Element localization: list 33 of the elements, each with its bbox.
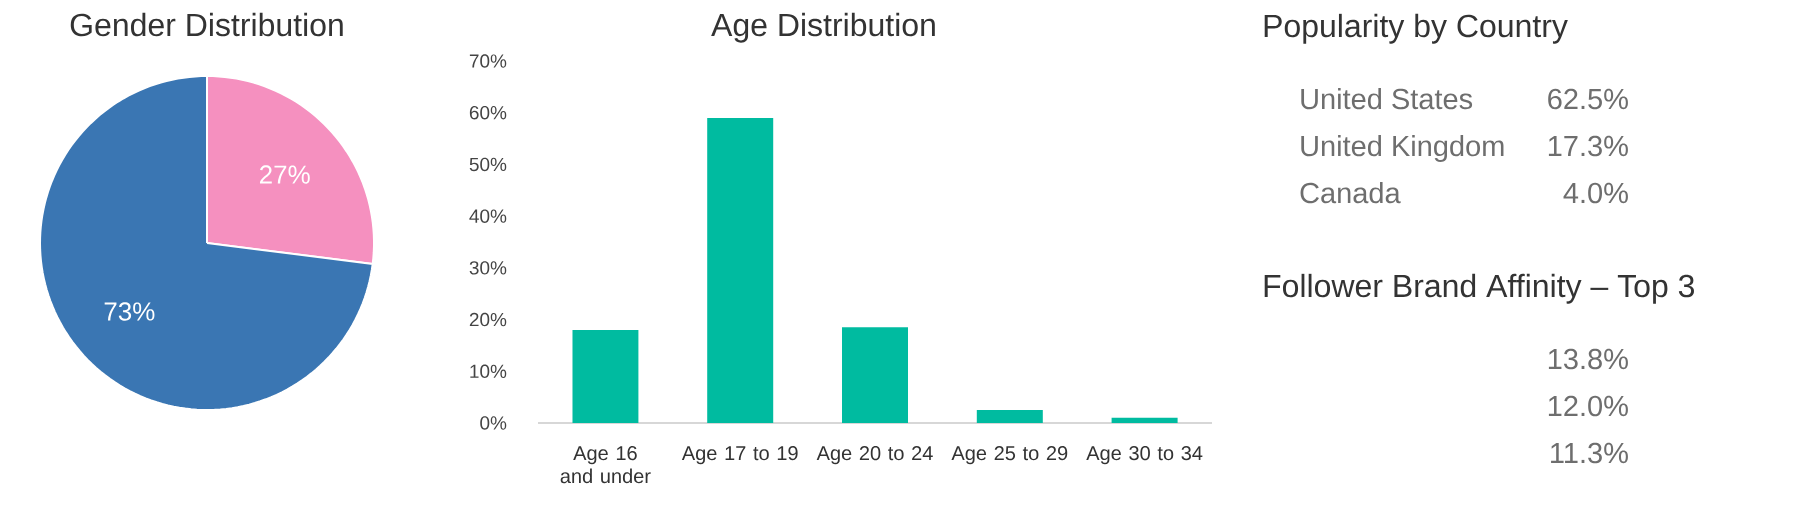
data-label: 12.0% — [1548, 395, 1628, 417]
bar — [1111, 417, 1178, 423]
bar — [572, 329, 639, 423]
text: Follower Brand Affinity – Top 3 — [1264, 273, 1694, 304]
data-label: 11.3% — [1551, 442, 1628, 464]
data-label: 73% — [104, 302, 155, 321]
x-tick-label: Age 17 to 19 — [681, 446, 798, 465]
bar — [707, 117, 774, 423]
x-tick-label: Age 25 to 29 — [951, 446, 1068, 465]
data-label: 17.3% — [1548, 135, 1628, 157]
data-label: 13.8% — [1548, 348, 1628, 370]
category-label: Canada — [1300, 181, 1401, 204]
y-tick-label: 20% — [469, 312, 507, 327]
data-label: 4.0% — [1563, 182, 1628, 204]
y-tick-label: 0% — [480, 416, 507, 430]
category-label: United Kingdom — [1301, 134, 1504, 163]
y-tick-label: 50% — [469, 157, 507, 172]
category-label: United States — [1301, 87, 1473, 110]
x-tick-label: Age 20 to 24 — [816, 446, 933, 465]
y-tick-label: 30% — [469, 261, 507, 275]
bar — [842, 327, 909, 423]
bar — [976, 410, 1043, 423]
x-tick-label: Age 16 and under — [560, 446, 651, 484]
y-tick-label: 60% — [469, 106, 507, 120]
data-label: 27% — [259, 165, 310, 184]
x-tick-label: Age 30 to 34 — [1086, 446, 1203, 465]
chart-title: Gender Distribution — [70, 12, 343, 37]
chart-title: Age Distribution — [711, 12, 935, 43]
y-tick-label: 10% — [470, 364, 507, 379]
y-tick-label: 70% — [469, 54, 507, 68]
text: Popularity by Country — [1264, 13, 1568, 44]
data-label: 62.5% — [1548, 88, 1628, 110]
y-tick-label: 40% — [469, 209, 507, 223]
